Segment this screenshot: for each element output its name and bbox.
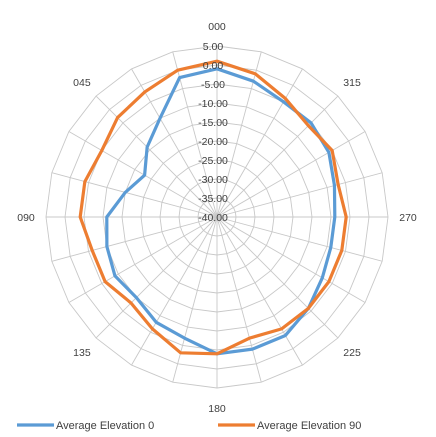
radial-tick-label: -25.00 <box>198 155 228 167</box>
grid-spoke <box>68 216 218 303</box>
angle-tick-label: 270 <box>399 212 417 224</box>
radial-tick-label: -5.00 <box>201 79 225 91</box>
radial-tick-label: 5.00 <box>203 41 224 53</box>
angle-tick-label: 090 <box>17 212 35 224</box>
legend: Average Elevation 0 Average Elevation 90 <box>17 420 361 432</box>
angle-tick-label: 000 <box>208 21 226 33</box>
grid-spoke <box>51 172 218 218</box>
radial-tick-label: -35.00 <box>198 193 228 205</box>
grid-spoke <box>216 95 339 218</box>
radial-tick-labels: 5.00 0.00 -5.00 -10.00 -15.00 -20.00 -25.00 -30… <box>198 41 228 224</box>
grid-spoke <box>172 216 218 383</box>
radial-tick-label: -30.00 <box>198 174 228 186</box>
grid-spoke <box>216 216 262 383</box>
radial-tick-label: -15.00 <box>198 117 228 129</box>
grid-spoke <box>216 216 303 366</box>
grid-spoke <box>216 131 366 218</box>
angle-tick-label: 315 <box>343 77 361 89</box>
grid-spoke <box>216 216 383 262</box>
series-line-elevation-90 <box>78 59 348 356</box>
angle-tick-label: 045 <box>73 77 91 89</box>
grid-spoke <box>131 68 218 218</box>
angle-tick-labels: 000 045 090 135 180 225 270 315 <box>17 21 417 415</box>
grid-spoke <box>68 131 218 218</box>
grid-spoke <box>131 216 218 366</box>
grid-spoke <box>95 95 218 218</box>
radial-tick-label: -40.00 <box>198 212 228 224</box>
angle-tick-label: 225 <box>343 347 361 359</box>
grid-spoke <box>216 51 262 218</box>
angle-tick-label: 180 <box>208 403 226 415</box>
grid <box>45 45 389 389</box>
grid-spoke <box>216 216 366 303</box>
legend-label-elevation-90: Average Elevation 90 <box>257 420 361 432</box>
angle-tick-label: 135 <box>73 347 91 359</box>
grid-spoke <box>51 216 218 262</box>
grid-spoke <box>216 172 383 218</box>
radial-tick-label: -10.00 <box>198 98 228 110</box>
series-group <box>78 59 348 356</box>
radial-tick-label: 0.00 <box>203 60 224 72</box>
radial-tick-label: -20.00 <box>198 136 228 148</box>
grid-spoke <box>216 68 303 218</box>
legend-label-elevation-0: Average Elevation 0 <box>56 420 154 432</box>
grid-spoke <box>216 216 339 339</box>
grid-spoke <box>95 216 218 339</box>
